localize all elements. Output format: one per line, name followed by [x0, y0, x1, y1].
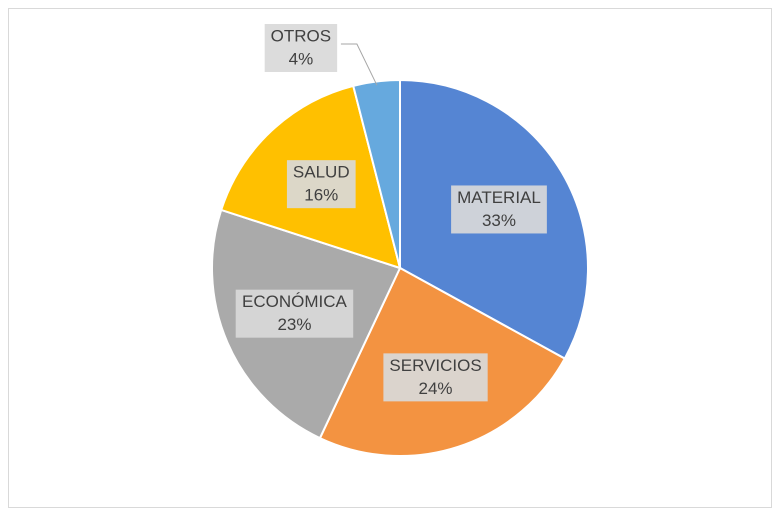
category-label: SALUD: [293, 163, 350, 182]
data-label-box: [235, 289, 354, 338]
value-label: 4%: [289, 49, 314, 68]
data-label-box: [451, 185, 547, 234]
data-label-box: [383, 353, 488, 402]
category-label: MATERIAL: [457, 188, 541, 207]
value-label: 16%: [304, 186, 338, 205]
data-label: SALUD 16%: [286, 160, 356, 209]
data-label: MATERIAL 33%: [451, 185, 547, 234]
leader-line: [340, 43, 378, 86]
category-label: OTROS: [271, 26, 331, 45]
data-label-box: [264, 24, 338, 72]
category-label: ECONÓMICA: [242, 292, 348, 311]
pie-slice: [352, 78, 401, 269]
data-label-box: [286, 160, 356, 209]
category-label: SERVICIOS: [389, 356, 481, 375]
data-label: SERVICIOS 24%: [383, 353, 488, 402]
value-label: 24%: [419, 379, 453, 398]
value-label: 33%: [482, 211, 516, 230]
data-label: OTROS 4%: [264, 24, 338, 72]
data-label: ECONÓMICA 23%: [235, 289, 354, 338]
value-label: 23%: [277, 315, 311, 334]
